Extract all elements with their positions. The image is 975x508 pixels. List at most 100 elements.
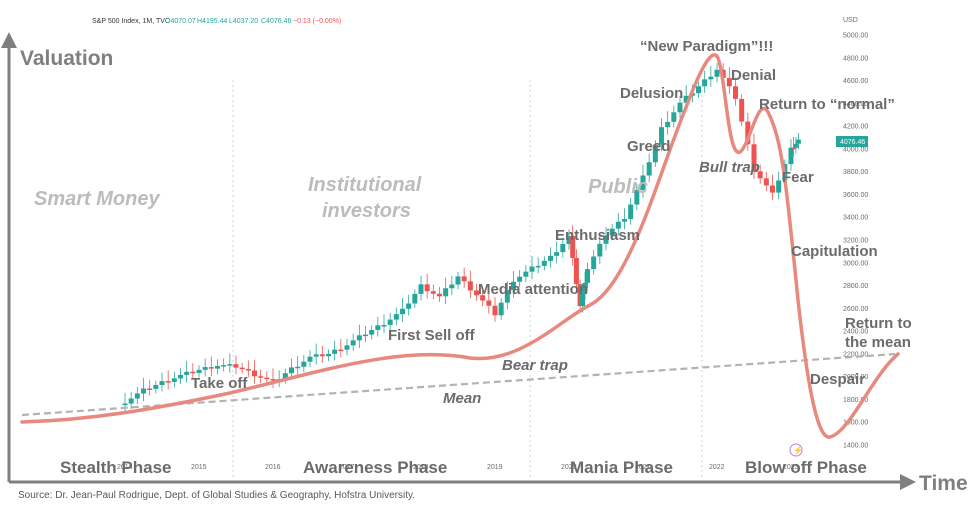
candle-body — [356, 335, 362, 341]
candle-body — [573, 257, 579, 285]
y-axis-title: Valuation — [20, 47, 113, 70]
candle-body — [252, 370, 257, 377]
candle-body — [726, 78, 732, 87]
stage-enthusiasm: Enthusiasm — [555, 227, 640, 244]
candle-body — [511, 281, 516, 291]
group-institutional-line1: Institutional — [308, 174, 422, 196]
candle-body — [393, 314, 399, 320]
group-public: Public — [588, 176, 648, 198]
candle-body — [757, 171, 763, 179]
mean-label: Mean — [443, 390, 481, 407]
candle-body — [202, 367, 208, 370]
candle-body — [535, 265, 541, 268]
candle-body — [147, 388, 153, 390]
candle-body — [221, 365, 227, 367]
phase-awareness: Awareness Phase — [303, 458, 447, 477]
candle-body — [523, 271, 529, 277]
price-tick-label: 4400.00 — [843, 101, 868, 108]
price-tick-label: 2000.00 — [843, 374, 868, 381]
y-axis-arrowhead — [1, 32, 17, 48]
candle-body — [640, 175, 646, 191]
tradingview-icon[interactable]: ⚡ — [789, 443, 803, 457]
cycle-curves — [20, 53, 900, 439]
candle-body — [652, 144, 658, 163]
candle-body — [264, 377, 270, 380]
candle-body — [289, 367, 294, 374]
svg-text:⚡: ⚡ — [793, 445, 803, 455]
candle-body — [696, 86, 701, 94]
phase-mania: Mania Phase — [570, 458, 673, 477]
candle-body — [677, 102, 683, 113]
price-axis: 5000.00 4800.00 4600.00 4400.00 4200.00 4000.… — [843, 33, 868, 450]
candle-body — [134, 393, 140, 399]
change-value: −0.13 (−0.00%) — [293, 18, 341, 25]
candle-body — [258, 376, 264, 378]
price-tick-label: 1600.00 — [843, 420, 868, 427]
candle-body — [363, 334, 368, 337]
bubble-cycle-curve — [20, 53, 900, 439]
stage-bear-trap: Bear trap — [502, 357, 568, 374]
candle-body — [763, 178, 769, 186]
candle-body — [227, 364, 233, 366]
investor-groups: Smart Money Institutional investors Publ… — [34, 174, 648, 222]
stage-new-paradigm: “New Paradigm”!!! — [640, 38, 773, 55]
candle-body — [381, 324, 387, 327]
currency-label: USD — [843, 17, 858, 24]
candle-body — [215, 365, 220, 369]
candle-body — [790, 147, 796, 150]
candle-body — [455, 276, 461, 285]
candle-body — [634, 190, 640, 205]
stage-take-off: Take off — [191, 375, 248, 392]
candle-body — [541, 260, 547, 266]
candle-body — [622, 219, 627, 222]
candle-body — [344, 345, 350, 350]
candle-body — [208, 367, 214, 369]
candle-body — [171, 378, 177, 382]
candle-body — [548, 255, 553, 261]
close-value: C4076.46 — [261, 18, 291, 25]
candle-body — [745, 121, 751, 145]
candle-body — [184, 371, 190, 375]
stage-despair: Despair — [810, 371, 865, 388]
candle-body — [628, 204, 634, 220]
stage-labels: Take off First Sell off Bear trap Media … — [191, 38, 912, 407]
group-smart-money: Smart Money — [34, 188, 160, 210]
price-tick-label: 3400.00 — [843, 215, 868, 222]
low-value: L4037.20 — [229, 18, 258, 25]
candle-body — [683, 95, 689, 103]
candle-body — [461, 276, 467, 282]
price-tick-label: 2600.00 — [843, 306, 868, 313]
price-tick-label: 4800.00 — [843, 55, 868, 62]
price-tick-label: 1800.00 — [843, 397, 868, 404]
candle-body — [141, 388, 146, 394]
open-value: O4070.07 — [165, 18, 196, 25]
candle-body — [375, 325, 381, 330]
candle-body — [313, 354, 319, 357]
candle-body — [424, 284, 430, 292]
candle-body — [795, 139, 801, 144]
time-tick-label: 2019 — [487, 464, 503, 471]
price-tick-label: 2200.00 — [843, 351, 868, 358]
x-axis-arrowhead — [900, 474, 916, 490]
candle-body — [480, 295, 486, 301]
candle-body — [597, 243, 603, 257]
high-value: H4195.44 — [197, 18, 227, 25]
candle-body — [295, 366, 301, 369]
candle-body — [659, 127, 664, 145]
stage-denial: Denial — [731, 67, 776, 84]
candle-body — [326, 353, 331, 357]
group-institutional-line2: investors — [322, 200, 411, 222]
price-tick-label: 2400.00 — [843, 329, 868, 336]
price-tick-label: 4200.00 — [843, 124, 868, 131]
candle-body — [529, 266, 535, 272]
candle-body — [449, 284, 455, 289]
candle-body — [486, 300, 492, 306]
candle-body — [751, 144, 757, 172]
candle-body — [554, 252, 560, 256]
last-price-tag: 4076.46 — [836, 136, 868, 147]
candle-body — [776, 180, 782, 193]
candle-body — [190, 371, 196, 374]
chart-header: S&P 500 Index, 1M, TVC O4070.07 H4195.44… — [92, 17, 858, 25]
candle-body — [585, 269, 590, 283]
